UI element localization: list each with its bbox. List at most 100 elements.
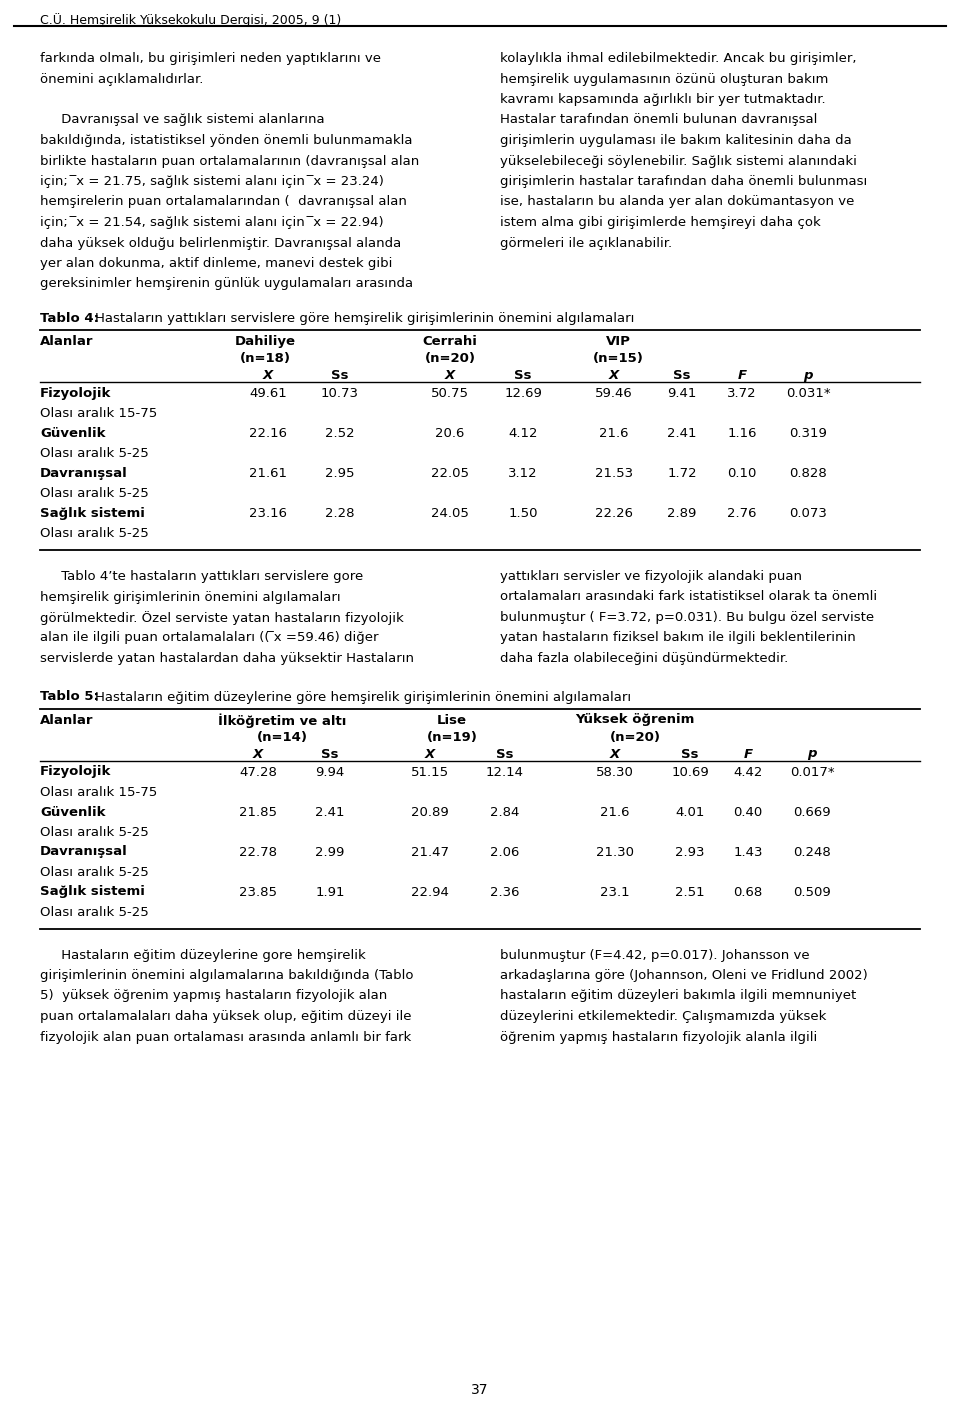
Text: Dahiliye: Dahiliye xyxy=(234,335,296,348)
Text: Olası aralık 5-25: Olası aralık 5-25 xyxy=(40,825,149,838)
Text: Hastaların eğitim düzeylerine göre hemşirelik girişimlerinin önemini algılamalar: Hastaların eğitim düzeylerine göre hemşi… xyxy=(95,691,631,704)
Text: 24.05: 24.05 xyxy=(431,507,468,520)
Text: kavramı kapsamında ağırlıklı bir yer tutmaktadır.: kavramı kapsamında ağırlıklı bir yer tut… xyxy=(500,93,826,106)
Text: (n=15): (n=15) xyxy=(592,352,643,365)
Text: 1.50: 1.50 xyxy=(508,507,538,520)
Text: 0.10: 0.10 xyxy=(728,468,756,480)
Text: fizyolojik alan puan ortalaması arasında anlamlı bir fark: fizyolojik alan puan ortalaması arasında… xyxy=(40,1030,411,1043)
Text: 2.95: 2.95 xyxy=(325,468,355,480)
Text: Ss: Ss xyxy=(331,369,348,382)
Text: (n=19): (n=19) xyxy=(426,731,477,743)
Text: bulunmuştur ( F=3.72, p=0.031). Bu bulgu özel serviste: bulunmuştur ( F=3.72, p=0.031). Bu bulgu… xyxy=(500,610,875,625)
Text: yatan hastaların fiziksel bakım ile ilgili beklentilerinin: yatan hastaların fiziksel bakım ile ilgi… xyxy=(500,632,855,644)
Text: önemini açıklamalıdırlar.: önemini açıklamalıdırlar. xyxy=(40,72,204,86)
Text: Olası aralık 15-75: Olası aralık 15-75 xyxy=(40,786,157,798)
Text: girişimlerinin önemini algılamalarına bakıldığında (Tablo: girişimlerinin önemini algılamalarına ba… xyxy=(40,969,414,982)
Text: Hastaların yattıkları servislere göre hemşirelik girişimlerinin önemini algılama: Hastaların yattıkları servislere göre he… xyxy=(95,312,635,325)
Text: X: X xyxy=(610,747,620,760)
Text: birlikte hastaların puan ortalamalarının (davranışsal alan: birlikte hastaların puan ortalamalarının… xyxy=(40,154,420,168)
Text: Tablo 4:: Tablo 4: xyxy=(40,312,99,325)
Text: 1.91: 1.91 xyxy=(315,886,345,899)
Text: İlköğretim ve altı: İlköğretim ve altı xyxy=(218,714,347,728)
Text: arkadaşlarına göre (Johannson, Oleni ve Fridlund 2002): arkadaşlarına göre (Johannson, Oleni ve … xyxy=(500,969,868,982)
Text: 0.319: 0.319 xyxy=(789,427,827,439)
Text: Ss: Ss xyxy=(515,369,532,382)
Text: 2.89: 2.89 xyxy=(667,507,697,520)
Text: 2.52: 2.52 xyxy=(325,427,355,439)
Text: Olası aralık 5-25: Olası aralık 5-25 xyxy=(40,906,149,918)
Text: 21.61: 21.61 xyxy=(249,468,287,480)
Text: 0.248: 0.248 xyxy=(793,845,830,859)
Text: bakıldığında, istatistiksel yönden önemli bulunmamakla: bakıldığında, istatistiksel yönden öneml… xyxy=(40,134,413,147)
Text: 2.28: 2.28 xyxy=(325,507,355,520)
Text: X: X xyxy=(252,747,263,760)
Text: Ss: Ss xyxy=(673,369,691,382)
Text: hastaların eğitim düzeyleri bakımla ilgili memnuniyet: hastaların eğitim düzeyleri bakımla ilgi… xyxy=(500,989,856,1002)
Text: Sağlık sistemi: Sağlık sistemi xyxy=(40,886,145,899)
Text: gereksinimler hemşirenin günlük uygulamaları arasında: gereksinimler hemşirenin günlük uygulama… xyxy=(40,277,413,291)
Text: 37: 37 xyxy=(471,1383,489,1397)
Text: X: X xyxy=(263,369,274,382)
Text: 21.6: 21.6 xyxy=(599,427,629,439)
Text: F: F xyxy=(737,369,747,382)
Text: 2.99: 2.99 xyxy=(315,845,345,859)
Text: Yüksek öğrenim: Yüksek öğrenim xyxy=(575,714,695,726)
Text: Olası aralık 5-25: Olası aralık 5-25 xyxy=(40,866,149,879)
Text: p: p xyxy=(807,747,817,760)
Text: 22.26: 22.26 xyxy=(595,507,633,520)
Text: istem alma gibi girişimlerde hemşireyi daha çok: istem alma gibi girişimlerde hemşireyi d… xyxy=(500,216,821,229)
Text: Ss: Ss xyxy=(682,747,699,760)
Text: 23.16: 23.16 xyxy=(249,507,287,520)
Text: Ss: Ss xyxy=(496,747,514,760)
Text: 5)  yüksek öğrenim yapmış hastaların fizyolojik alan: 5) yüksek öğrenim yapmış hastaların fizy… xyxy=(40,989,387,1002)
Text: Olası aralık 5-25: Olası aralık 5-25 xyxy=(40,487,149,500)
Text: 4.01: 4.01 xyxy=(675,805,705,818)
Text: ortalamaları arasındaki fark istatistiksel olarak ta önemli: ortalamaları arasındaki fark istatistiks… xyxy=(500,591,877,603)
Text: yer alan dokunma, aktif dinleme, manevi destek gibi: yer alan dokunma, aktif dinleme, manevi … xyxy=(40,257,393,270)
Text: servislerde yatan hastalardan daha yüksektir Hastaların: servislerde yatan hastalardan daha yükse… xyxy=(40,651,414,666)
Text: 21.47: 21.47 xyxy=(411,845,449,859)
Text: hemşirelik girişimlerinin önemini algılamaları: hemşirelik girişimlerinin önemini algıla… xyxy=(40,591,341,603)
Text: 2.41: 2.41 xyxy=(667,427,697,439)
Text: 0.669: 0.669 xyxy=(793,805,830,818)
Text: 1.43: 1.43 xyxy=(733,845,763,859)
Text: 2.84: 2.84 xyxy=(491,805,519,818)
Text: Davranışsal: Davranışsal xyxy=(40,845,128,859)
Text: 9.94: 9.94 xyxy=(316,766,345,779)
Text: Olası aralık 5-25: Olası aralık 5-25 xyxy=(40,527,149,540)
Text: farkında olmalı, bu girişimleri neden yaptıklarını ve: farkında olmalı, bu girişimleri neden ya… xyxy=(40,52,381,65)
Text: X: X xyxy=(444,369,455,382)
Text: 10.69: 10.69 xyxy=(671,766,708,779)
Text: Alanlar: Alanlar xyxy=(40,714,93,726)
Text: Sağlık sistemi: Sağlık sistemi xyxy=(40,507,145,520)
Text: 3.12: 3.12 xyxy=(508,468,538,480)
Text: hemşirelik uygulamasının özünü oluşturan bakım: hemşirelik uygulamasının özünü oluşturan… xyxy=(500,72,828,86)
Text: 4.12: 4.12 xyxy=(508,427,538,439)
Text: 0.40: 0.40 xyxy=(733,805,762,818)
Text: Davranışsal ve sağlık sistemi alanlarına: Davranışsal ve sağlık sistemi alanlarına xyxy=(40,113,324,127)
Text: görülmektedir. Özel serviste yatan hastaların fizyolojik: görülmektedir. Özel serviste yatan hasta… xyxy=(40,610,404,625)
Text: yattıkları servisler ve fizyolojik alandaki puan: yattıkları servisler ve fizyolojik aland… xyxy=(500,569,802,584)
Text: 47.28: 47.28 xyxy=(239,766,276,779)
Text: Olası aralık 5-25: Olası aralık 5-25 xyxy=(40,447,149,461)
Text: 58.30: 58.30 xyxy=(596,766,634,779)
Text: F: F xyxy=(743,747,753,760)
Text: Alanlar: Alanlar xyxy=(40,335,93,348)
Text: 59.46: 59.46 xyxy=(595,387,633,400)
Text: 4.42: 4.42 xyxy=(733,766,762,779)
Text: Hastalar tarafından önemli bulunan davranışsal: Hastalar tarafından önemli bulunan davra… xyxy=(500,113,817,127)
Text: 21.30: 21.30 xyxy=(596,845,634,859)
Text: yükselebileceği söylenebilir. Sağlık sistemi alanındaki: yükselebileceği söylenebilir. Sağlık sis… xyxy=(500,154,857,168)
Text: X: X xyxy=(425,747,435,760)
Text: girişimlerin uygulaması ile bakım kalitesinin daha da: girişimlerin uygulaması ile bakım kalite… xyxy=(500,134,852,147)
Text: 2.93: 2.93 xyxy=(675,845,705,859)
Text: C.Ü. Hemşirelik Yüksekokulu Dergisi, 2005, 9 (1): C.Ü. Hemşirelik Yüksekokulu Dergisi, 200… xyxy=(40,13,341,27)
Text: 22.05: 22.05 xyxy=(431,468,469,480)
Text: 2.51: 2.51 xyxy=(675,886,705,899)
Text: daha fazla olabileceğini düşündürmektedir.: daha fazla olabileceğini düşündürmektedi… xyxy=(500,651,788,666)
Text: 12.14: 12.14 xyxy=(486,766,524,779)
Text: 2.36: 2.36 xyxy=(491,886,519,899)
Text: için;  ̅x = 21.75, sağlık sistemi alanı için  ̅x = 23.24): için; ̅x = 21.75, sağlık sistemi alanı i… xyxy=(40,175,384,188)
Text: (n=20): (n=20) xyxy=(424,352,475,365)
Text: 2.06: 2.06 xyxy=(491,845,519,859)
